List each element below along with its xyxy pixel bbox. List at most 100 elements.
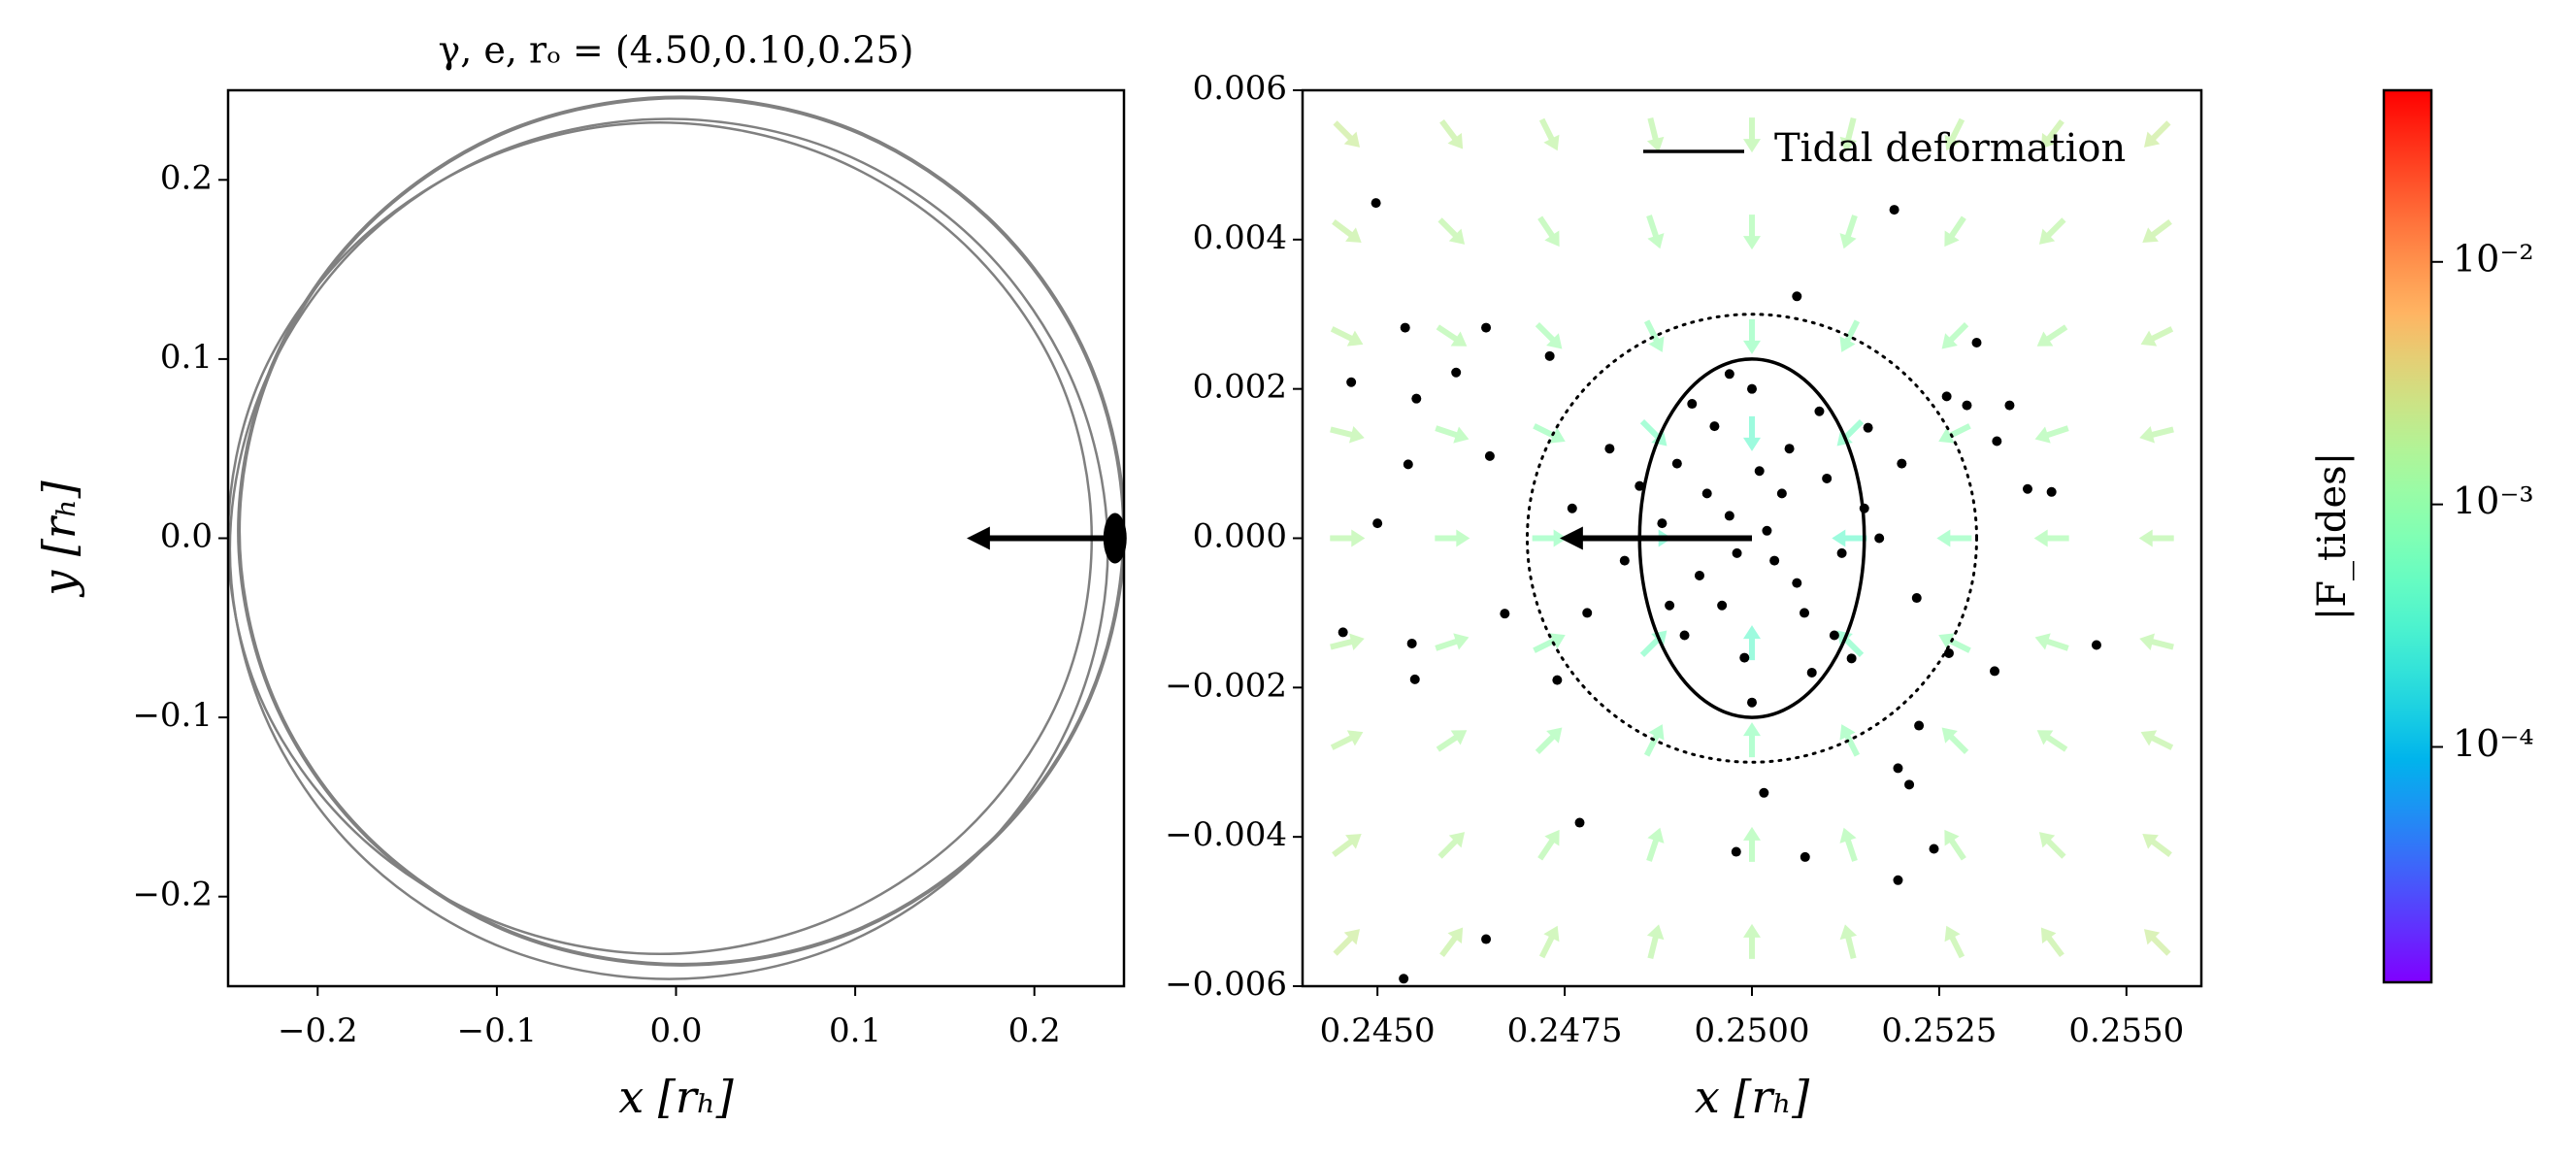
- field-arrow: [1435, 529, 1470, 547]
- reference-circle: [1526, 313, 1978, 764]
- field-arrow: [1330, 633, 1365, 650]
- field-arrow: [1743, 318, 1761, 354]
- field-arrow: [1330, 529, 1366, 547]
- field-arrow: [2139, 633, 2174, 650]
- scatter-point: [1657, 518, 1668, 529]
- scatter-point: [1829, 630, 1839, 641]
- x-tick-label: −0.2: [278, 1011, 358, 1050]
- scatter-point: [1971, 337, 1982, 347]
- y-tick-label: 0.2: [160, 158, 213, 197]
- scatter-point: [1694, 570, 1704, 580]
- scatter-point: [1747, 697, 1757, 708]
- scatter-point: [2022, 483, 2032, 494]
- field-arrow: [2143, 929, 2171, 956]
- scatter-point: [1731, 846, 1741, 857]
- scatter-point: [1665, 600, 1675, 611]
- scatter-point: [1941, 391, 1952, 402]
- field-arrow: [1839, 215, 1858, 249]
- field-arrow: [1538, 925, 1560, 959]
- scatter-point: [1759, 787, 1769, 798]
- field-arrow: [1743, 215, 1761, 250]
- chart-title: γ, e, rₒ = (4.50,0.10,0.25): [439, 29, 914, 72]
- field-arrow: [1332, 834, 1362, 858]
- axes-frame: [1301, 88, 2203, 988]
- field-arrow: [1836, 630, 1865, 658]
- field-arrow: [1333, 120, 1361, 148]
- scatter-point: [1500, 609, 1510, 619]
- scatter-point: [1481, 934, 1492, 944]
- colorbar: [2382, 88, 2433, 984]
- field-arrow: [1437, 832, 1466, 859]
- field-arrow: [1439, 118, 1464, 149]
- scatter-point: [1784, 444, 1795, 454]
- field-arrow: [1330, 426, 1365, 444]
- field-arrow: [1537, 829, 1560, 861]
- scatter-point: [1635, 480, 1645, 491]
- x-tick-label: 0.2450: [1320, 1011, 1436, 1050]
- scatter-point: [1893, 875, 1903, 885]
- field-arrow: [1330, 326, 1364, 347]
- scatter-point: [1724, 369, 1734, 380]
- plot-area: [1330, 116, 2174, 984]
- x-tick-label: 0.1: [829, 1011, 881, 1050]
- scatter-point: [1574, 817, 1585, 828]
- scatter-point: [1338, 627, 1348, 638]
- field-arrow: [1537, 215, 1560, 248]
- scatter-point: [1484, 450, 1495, 461]
- field-arrow: [1944, 117, 1965, 151]
- scatter-point: [1411, 393, 1422, 404]
- x-tick-label: 0.0: [649, 1011, 702, 1050]
- field-arrow: [2140, 730, 2174, 750]
- field-arrow: [1332, 218, 1362, 243]
- y-tick-label: 0.006: [1193, 69, 1287, 108]
- field-arrow: [1938, 633, 1971, 653]
- field-arrow: [1639, 630, 1668, 658]
- scatter-point: [1929, 844, 1939, 854]
- x-tick-label: −0.1: [457, 1011, 538, 1050]
- scatter-point: [1897, 458, 1907, 469]
- scatter-point: [1893, 763, 1903, 774]
- axes-frame: [226, 88, 1126, 988]
- field-arrow: [2040, 927, 2064, 958]
- field-arrow: [1646, 924, 1665, 960]
- colorbar-label: |F_tides|: [2310, 452, 2355, 620]
- field-arrow: [1743, 625, 1761, 661]
- scatter-point: [1806, 667, 1817, 678]
- field-arrow: [1535, 727, 1563, 755]
- scatter-point: [1800, 608, 1810, 618]
- field-arrow: [1944, 925, 1965, 959]
- field-arrow: [1944, 829, 1966, 861]
- scatter-point: [1544, 350, 1555, 361]
- field-arrow: [1646, 827, 1665, 862]
- field-arrow: [1836, 418, 1865, 447]
- scatter-point: [1792, 578, 1802, 588]
- field-arrow: [2036, 324, 2068, 347]
- field-arrow: [1743, 923, 1761, 959]
- y-tick-label: 0.0: [160, 517, 213, 556]
- field-arrow: [1533, 423, 1566, 444]
- scatter-point: [1874, 533, 1885, 544]
- field-arrow: [1533, 633, 1566, 653]
- field-arrow: [1439, 927, 1464, 958]
- plot-area: [228, 95, 1124, 980]
- field-arrow: [1938, 423, 1971, 444]
- scatter-point: [1754, 466, 1765, 477]
- field-arrow: [1646, 116, 1665, 152]
- field-arrow: [1333, 929, 1361, 956]
- field-arrow: [1743, 415, 1761, 451]
- scatter-point: [1399, 974, 1409, 984]
- field-arrow: [1435, 633, 1470, 651]
- scatter-point: [1451, 367, 1462, 378]
- colorbar-tick-label: 10⁻²: [2453, 237, 2534, 280]
- scatter-point: [1409, 674, 1420, 684]
- y-tick-label: −0.006: [1165, 965, 1287, 1004]
- scatter-point: [1709, 421, 1720, 432]
- scatter-point: [1372, 518, 1383, 529]
- field-arrow: [1832, 529, 1867, 547]
- scatter-point: [1836, 547, 1847, 558]
- scatter-point: [1814, 406, 1825, 416]
- field-arrow: [1437, 217, 1466, 245]
- y-tick-label: −0.002: [1165, 666, 1287, 705]
